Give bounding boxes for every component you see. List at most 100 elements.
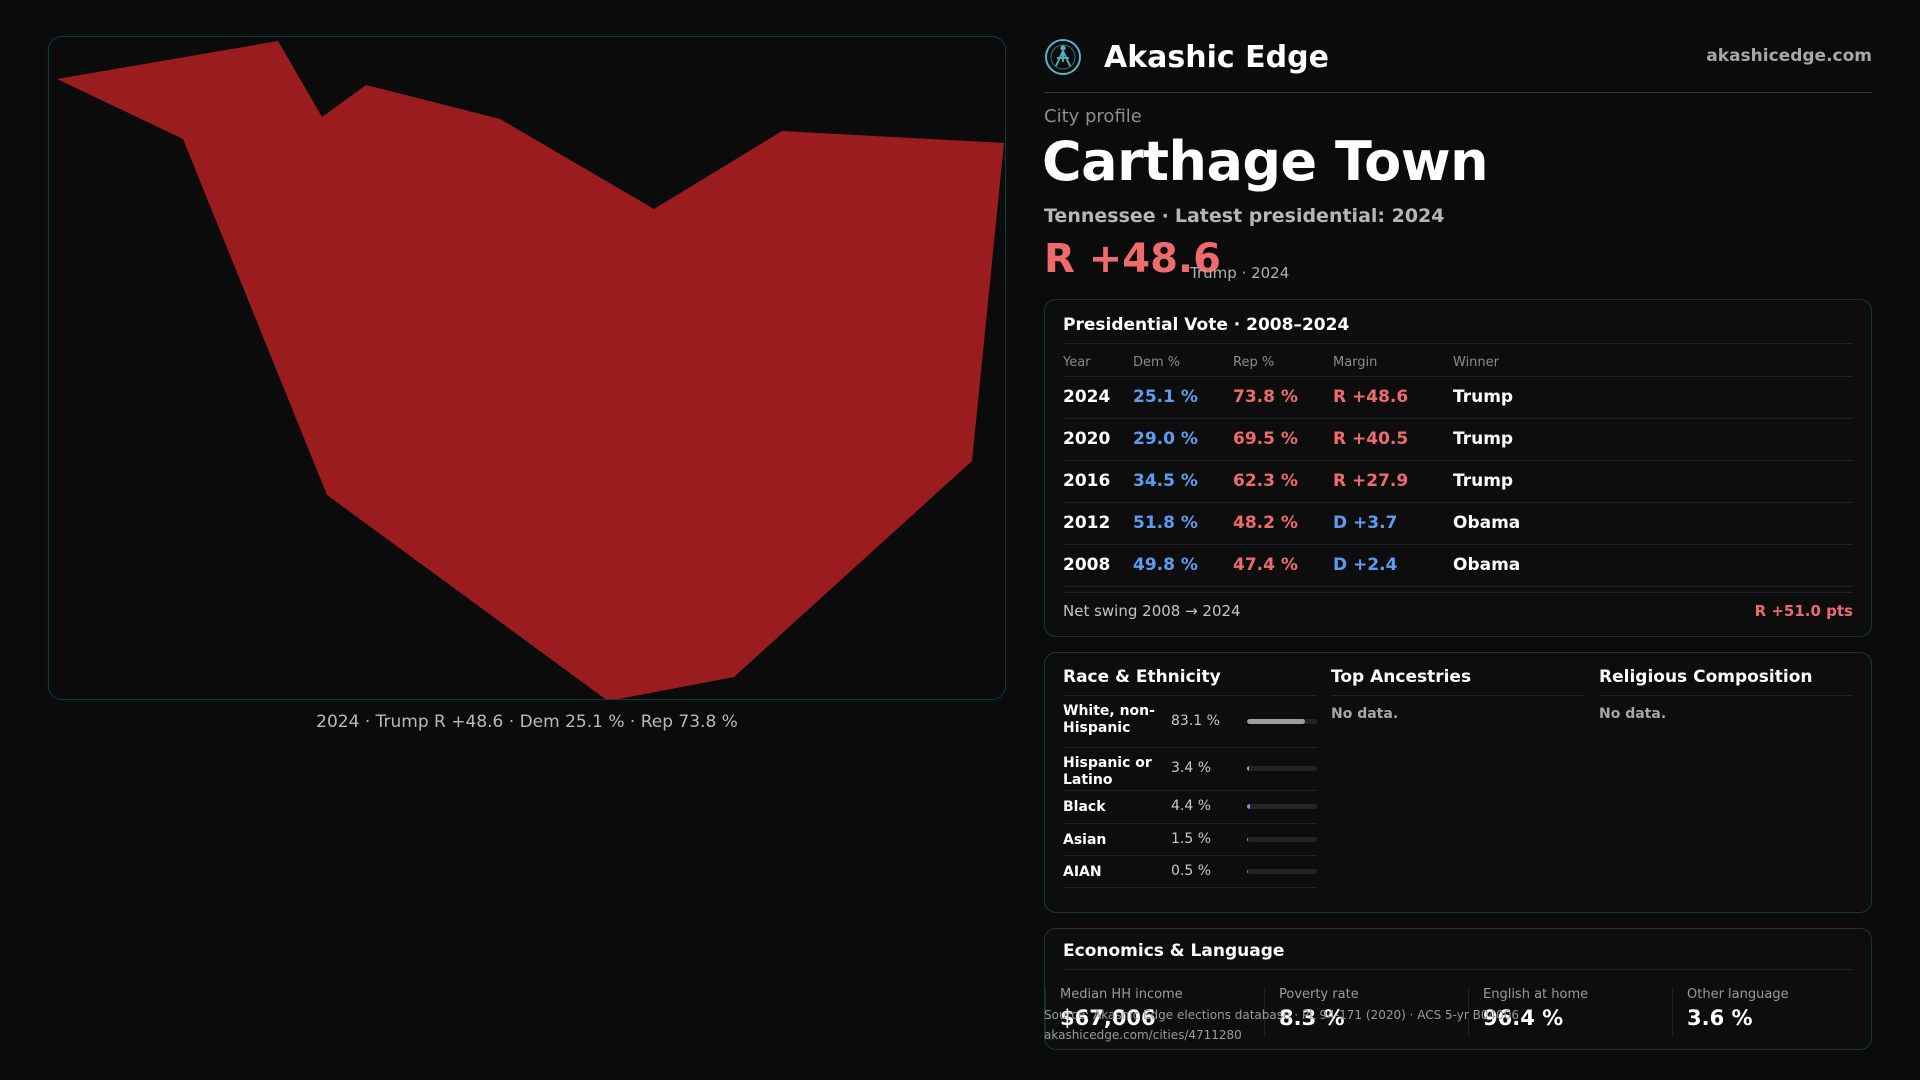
race-share-bar — [1247, 718, 1317, 724]
race-label: Black — [1063, 799, 1106, 815]
winner-cell: Obama — [1453, 555, 1521, 575]
year-cell: 2024 — [1063, 387, 1111, 407]
dem-cell: 29.0 % — [1133, 429, 1198, 449]
race-share-bar — [1247, 804, 1317, 809]
top-ancestries-title: Top Ancestries — [1331, 667, 1585, 696]
winner-cell: Trump — [1453, 471, 1514, 491]
margin-cell: D +3.7 — [1333, 513, 1398, 533]
page-subtitle: Tennessee · Latest presidential: 2024 — [1044, 205, 1445, 227]
subtitle-separator: · — [1161, 205, 1169, 227]
race-ethnicity-title: Race & Ethnicity — [1063, 667, 1317, 696]
city-map[interactable] — [48, 36, 1006, 700]
stat-value: 96.4 % — [1483, 1006, 1564, 1030]
economics-panel: Economics & Language Median HH income $6… — [1044, 928, 1872, 1050]
religious-composition-title: Religious Composition — [1599, 667, 1853, 696]
race-row: Asian 1.5 % — [1063, 824, 1317, 856]
economics-title: Economics & Language — [1063, 941, 1285, 961]
race-percent: 1.5 % — [1171, 830, 1212, 847]
race-share-bar — [1247, 868, 1317, 874]
year-cell: 2016 — [1063, 471, 1111, 491]
latest-election: Latest presidential: 2024 — [1174, 205, 1445, 227]
rep-cell: 47.4 % — [1233, 555, 1298, 575]
rep-cell: 62.3 % — [1233, 471, 1298, 491]
map-caption: 2024 · Trump R +48.6 · Dem 25.1 % · Rep … — [316, 712, 738, 732]
page-eyebrow: City profile — [1044, 106, 1142, 127]
margin-cell: D +2.4 — [1333, 555, 1398, 575]
race-percent: 0.5 % — [1171, 862, 1212, 879]
rep-cell: 48.2 % — [1233, 513, 1298, 533]
brand-domain-link[interactable]: akashicedge.com — [1706, 46, 1872, 66]
margin-cell: R +27.9 — [1333, 471, 1409, 491]
net-swing-row: Net swing 2008 → 2024 R +51.0 pts — [1063, 592, 1853, 629]
margin-cell: R +48.6 — [1333, 387, 1409, 407]
race-row: Hispanic or Latino 3.4 % — [1063, 748, 1317, 791]
stat-value: $67,006 — [1060, 1006, 1156, 1030]
stat-value: 3.6 % — [1687, 1006, 1753, 1030]
stat-label: English at home — [1483, 987, 1589, 1002]
headline-margin: R +48.6 — [1044, 236, 1221, 282]
race-row: White, non-Hispanic 83.1 % — [1063, 696, 1317, 748]
year-cell: 2012 — [1063, 513, 1111, 533]
headline-note: Trump · 2024 — [1190, 264, 1290, 282]
race-label: White, non-Hispanic — [1063, 703, 1155, 736]
column-header-rep: Rep % — [1233, 355, 1275, 370]
race-share-fill — [1247, 766, 1250, 771]
city-boundary-shape — [57, 41, 1004, 699]
race-percent: 4.4 % — [1171, 798, 1212, 814]
column-header-winner: Winner — [1453, 355, 1500, 370]
rep-cell: 73.8 % — [1233, 387, 1298, 407]
margin-cell: R +40.5 — [1333, 429, 1409, 449]
net-swing-label: Net swing 2008 → 2024 — [1063, 602, 1241, 620]
state-name: Tennessee — [1044, 205, 1156, 227]
stat-poverty-rate: Poverty rate 8.3 % — [1264, 987, 1469, 1037]
source-footnote: Source: Akashic Edge elections database … — [1044, 1005, 1519, 1045]
top-ancestries-empty: No data. — [1331, 706, 1399, 722]
year-cell: 2008 — [1063, 555, 1111, 575]
table-row: 2008 49.8 % 47.4 % D +2.4 Obama — [1063, 545, 1853, 587]
divider — [1063, 343, 1853, 344]
race-row: AIAN 0.5 % — [1063, 856, 1317, 888]
race-label: AIAN — [1063, 864, 1102, 880]
column-header-year: Year — [1063, 355, 1091, 370]
race-row: Black 4.4 % — [1063, 791, 1317, 824]
vote-panel-title: Presidential Vote · 2008–2024 — [1063, 315, 1350, 335]
rep-cell: 69.5 % — [1233, 429, 1298, 449]
race-share-fill — [1247, 868, 1249, 874]
stat-value: 8.3 % — [1279, 1006, 1345, 1030]
compass-figure-icon — [1045, 39, 1081, 75]
source-citation: Source: Akashic Edge elections database … — [1044, 1008, 1520, 1022]
table-row: 2012 51.8 % 48.2 % D +3.7 Obama — [1063, 503, 1853, 545]
vote-table-header: Year Dem % Rep % Margin Winner — [1063, 348, 1853, 377]
race-share-fill — [1247, 718, 1306, 724]
vote-table: Year Dem % Rep % Margin Winner 2024 25.1… — [1063, 348, 1853, 587]
winner-cell: Obama — [1453, 513, 1521, 533]
dem-cell: 51.8 % — [1133, 513, 1198, 533]
race-share-bar — [1247, 766, 1317, 771]
dem-cell: 34.5 % — [1133, 471, 1198, 491]
source-url-link[interactable]: akashicedge.com/cities/4711280 — [1044, 1028, 1242, 1042]
race-share-fill — [1247, 836, 1249, 842]
column-header-margin: Margin — [1333, 355, 1378, 370]
race-label: Hispanic or Latino — [1063, 755, 1152, 788]
stat-label: Median HH income — [1060, 987, 1183, 1002]
demographics-panel: Race & Ethnicity White, non-Hispanic 83.1… — [1044, 652, 1872, 913]
stat-label: Other language — [1687, 987, 1789, 1002]
brand-header: Akashic Edge akashicedge.com — [1044, 36, 1872, 93]
table-row: 2024 25.1 % 73.8 % R +48.6 Trump — [1063, 377, 1853, 419]
presidential-vote-panel: Presidential Vote · 2008–2024 Year Dem %… — [1044, 299, 1872, 637]
winner-cell: Trump — [1453, 429, 1514, 449]
stat-median-income: Median HH income $67,006 — [1045, 987, 1250, 1037]
top-ancestries-section: Top Ancestries No data. — [1331, 667, 1585, 722]
brand-name: Akashic Edge — [1104, 40, 1329, 75]
religious-composition-section: Religious Composition No data. — [1599, 667, 1853, 722]
stat-english-at-home: English at home 96.4 % — [1468, 987, 1673, 1037]
race-ethnicity-list: White, non-Hispanic 83.1 % Hispanic or Lat… — [1063, 696, 1317, 888]
net-swing-value: R +51.0 pts — [1754, 602, 1853, 620]
divider — [1063, 969, 1853, 970]
table-row: 2020 29.0 % 69.5 % R +40.5 Trump — [1063, 419, 1853, 461]
page-title: Carthage Town — [1042, 130, 1489, 193]
race-share-bar — [1247, 836, 1317, 842]
city-boundary-map — [57, 41, 1004, 699]
dem-cell: 25.1 % — [1133, 387, 1198, 407]
race-percent: 83.1 % — [1171, 712, 1220, 729]
